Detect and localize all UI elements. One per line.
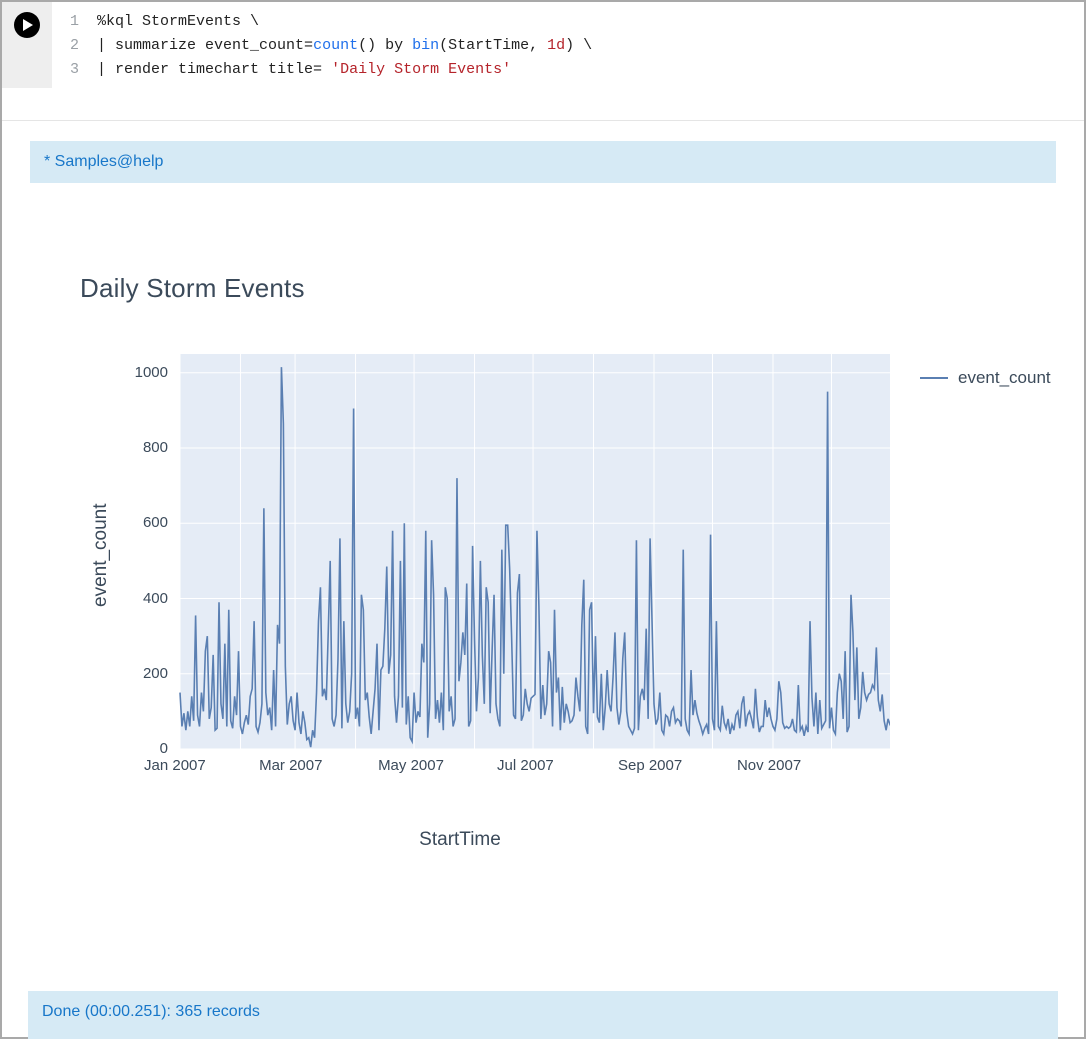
legend-line-icon bbox=[920, 377, 948, 379]
x-tick-label: May 2007 bbox=[378, 757, 444, 774]
output-divider bbox=[2, 120, 1084, 121]
cell-output: * Samples@help Daily Storm Events event_… bbox=[2, 120, 1084, 851]
chart-legend[interactable]: event_count bbox=[920, 368, 1051, 388]
code-content: %kql StormEvents \| summarize event_coun… bbox=[97, 10, 592, 82]
code-editor[interactable]: 123 %kql StormEvents \| summarize event_… bbox=[52, 2, 1084, 96]
connection-text: * Samples@help bbox=[44, 153, 163, 170]
chart-plot[interactable]: event_count02004006008001000Jan 2007Mar … bbox=[30, 354, 890, 783]
run-gutter bbox=[2, 2, 52, 88]
line-number: 2 bbox=[70, 34, 79, 58]
code-line: | summarize event_count=count() by bin(S… bbox=[97, 34, 592, 58]
chart-series bbox=[30, 354, 890, 749]
line-number: 3 bbox=[70, 58, 79, 82]
chart-container: Daily Storm Events event_count0200400600… bbox=[30, 273, 1056, 851]
play-icon bbox=[21, 19, 33, 31]
connection-banner: * Samples@help bbox=[30, 141, 1056, 183]
code-line: %kql StormEvents \ bbox=[97, 10, 592, 34]
status-text: Done (00:00.251): 365 records bbox=[42, 1003, 260, 1020]
x-tick-label: Mar 2007 bbox=[259, 757, 322, 774]
chart-title: Daily Storm Events bbox=[80, 273, 1056, 304]
line-number-gutter: 123 bbox=[52, 10, 97, 82]
x-tick-label: Jul 2007 bbox=[497, 757, 554, 774]
notebook-cell: 123 %kql StormEvents \| summarize event_… bbox=[2, 2, 1084, 96]
x-axis-label: StartTime bbox=[0, 829, 890, 851]
run-cell-button[interactable] bbox=[14, 12, 40, 38]
x-tick-label: Nov 2007 bbox=[737, 757, 801, 774]
status-banner: Done (00:00.251): 365 records bbox=[28, 991, 1058, 1039]
code-line: | render timechart title= 'Daily Storm E… bbox=[97, 58, 592, 82]
x-tick-label: Sep 2007 bbox=[618, 757, 682, 774]
legend-label: event_count bbox=[958, 368, 1051, 388]
x-tick-label: Jan 2007 bbox=[144, 757, 206, 774]
line-number: 1 bbox=[70, 10, 79, 34]
